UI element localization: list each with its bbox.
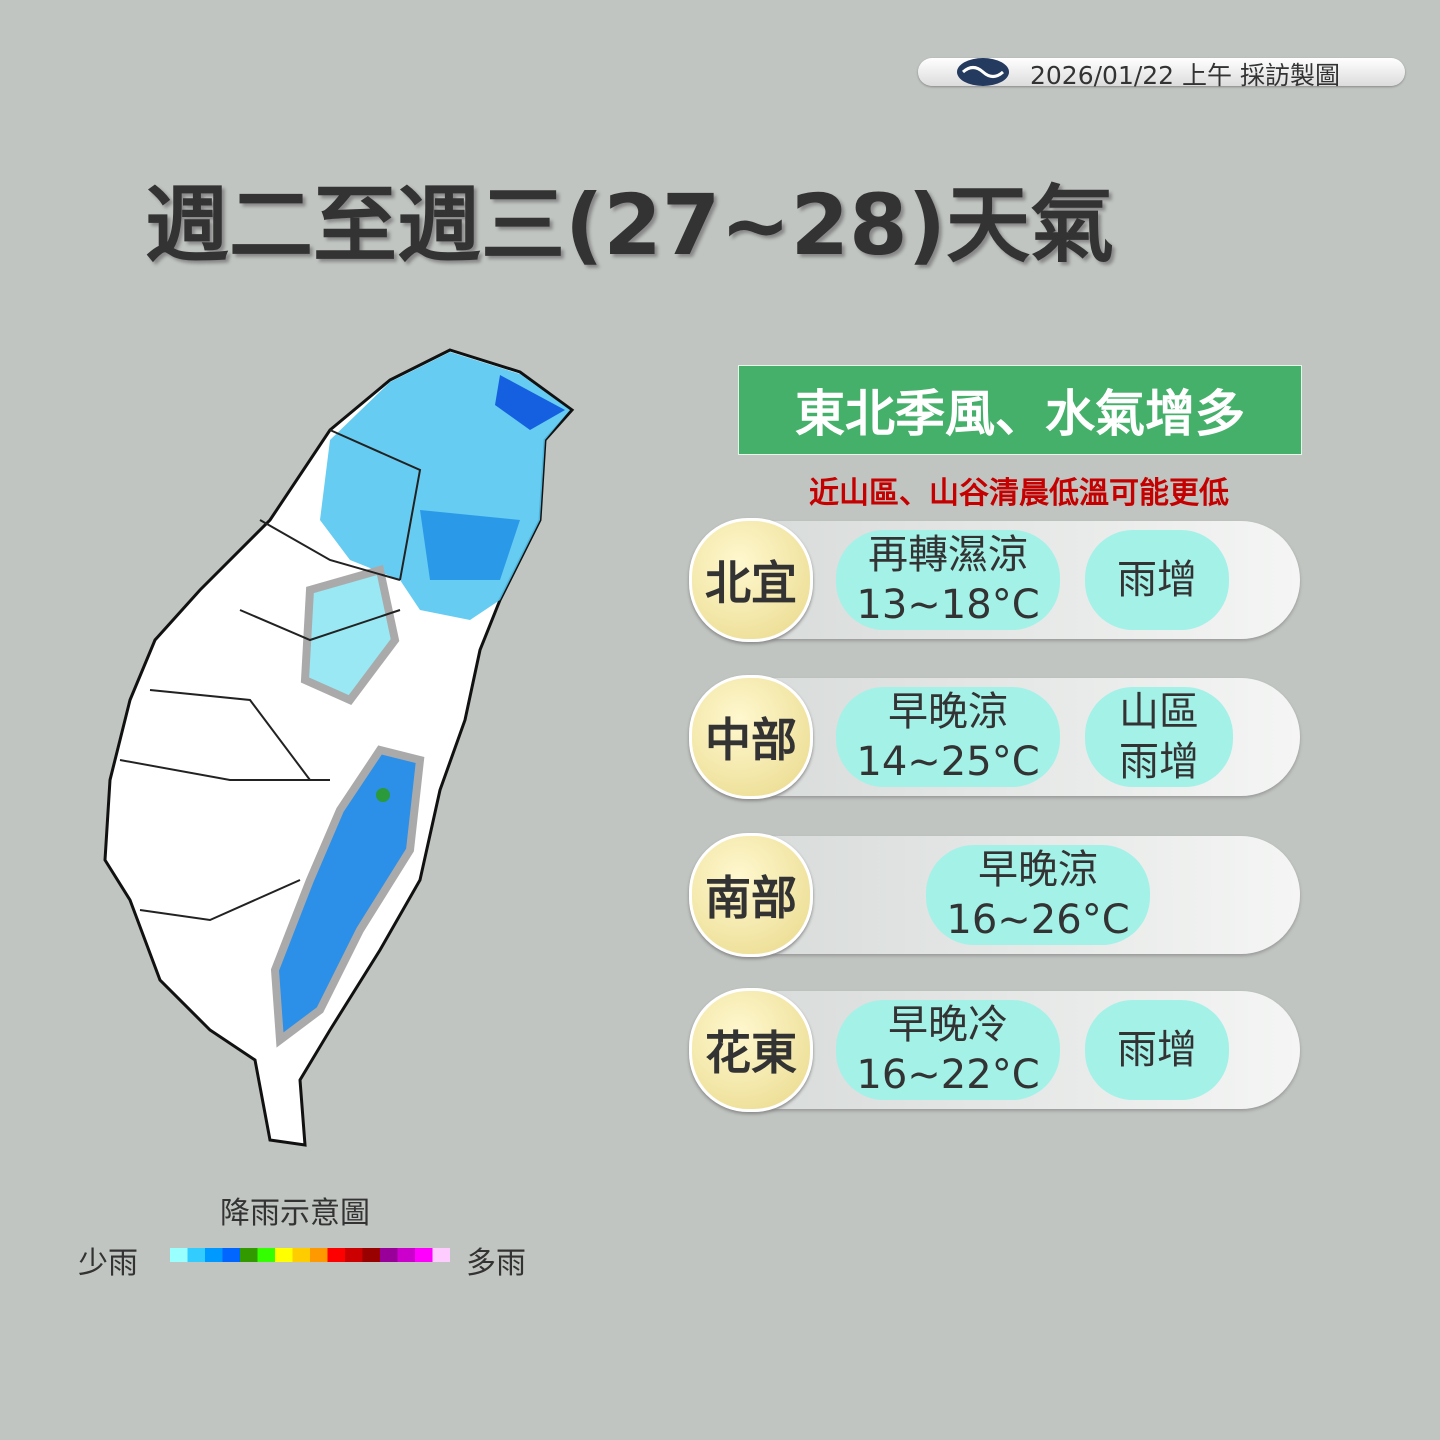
condition-line: 14~25°C [856,739,1040,785]
rain-pill: 雨增 [1085,1000,1229,1100]
condition-line: 再轉濕涼 [868,532,1028,578]
condition-line: 早晚涼 [978,847,1098,893]
legend-swatch [310,1248,328,1262]
legend-swatch [380,1248,398,1262]
legend-swatch [432,1248,450,1262]
rain-pill: 雨增 [1085,530,1229,630]
legend-bar [170,1248,450,1262]
region-name: 南部 [689,833,813,957]
rain-pill: 山區 雨增 [1085,687,1233,787]
legend-swatch [415,1248,433,1262]
taiwan-map [103,348,575,1147]
rain-line: 山區 [1119,689,1199,735]
legend-swatch [292,1248,311,1262]
legend-swatch [205,1248,223,1262]
legend-low: 少雨 [78,1246,138,1281]
rain-line: 雨增 [1119,739,1199,785]
region-name: 花東 [689,988,813,1112]
condition-line: 13~18°C [856,582,1040,628]
legend-swatch [257,1248,276,1262]
title: 週二至週三(27~28)天氣 [145,176,1114,274]
legend-high: 多雨 [466,1246,526,1281]
legend-swatch [222,1248,241,1262]
condition-line: 早晚涼 [888,689,1008,735]
legend-swatch [345,1248,363,1262]
region-name: 北宜 [689,518,813,642]
condition-line: 16~22°C [856,1052,1040,1098]
legend-swatch [327,1248,346,1262]
condition-pill: 再轉濕涼 13~18°C [836,530,1060,630]
note: 近山區、山谷清晨低溫可能更低 [809,476,1229,511]
region-name: 中部 [689,675,813,799]
legend-swatch [187,1248,206,1262]
date-stamp: 2026/01/22 上午 採訪製圖 [1030,61,1340,90]
legend-swatch [397,1248,416,1262]
legend-swatch [275,1248,293,1262]
legend-caption: 降雨示意圖 [220,1196,370,1231]
rain-line: 雨增 [1117,1027,1197,1073]
legend-swatch [240,1248,258,1262]
condition-pill: 早晚冷 16~22°C [836,1000,1060,1100]
legend-swatch [362,1248,381,1262]
condition-line: 16~26°C [946,897,1130,943]
banner: 東北季風、水氣增多 [738,365,1302,455]
legend-swatch [170,1248,188,1262]
logo [957,58,1009,86]
condition-pill: 早晚涼 16~26°C [926,845,1150,945]
condition-line: 早晚冷 [888,1002,1008,1048]
rain-line: 雨增 [1117,557,1197,603]
condition-pill: 早晚涼 14~25°C [836,687,1060,787]
